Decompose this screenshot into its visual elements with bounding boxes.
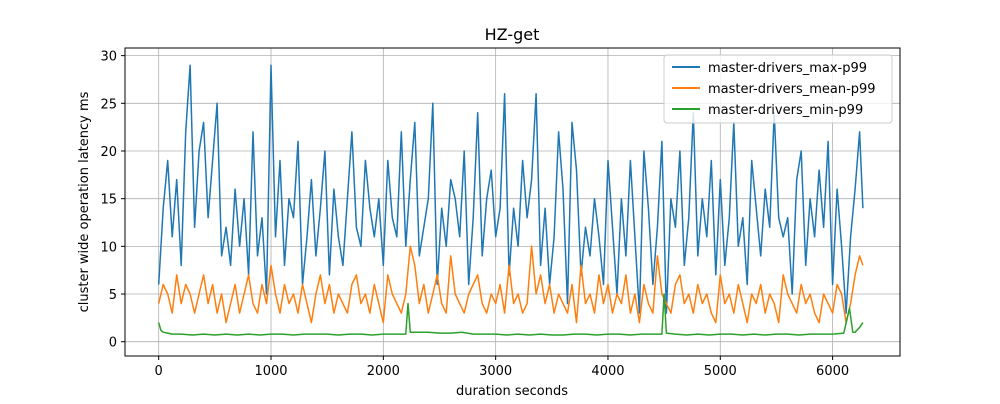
y-axis-ticks: 0 5 10 15 20 25 30 [100, 50, 125, 351]
series-lines [157, 64, 864, 336]
series-line-min [157, 293, 864, 336]
y-tick-label: 10 [100, 240, 117, 255]
x-tick-label: 4000 [591, 364, 624, 379]
x-axis-ticks: 0 1000 2000 3000 4000 5000 6000 [155, 356, 849, 379]
y-tick-label: 5 [109, 288, 117, 303]
y-tick-label: 0 [109, 336, 117, 351]
y-tick-label: 25 [100, 97, 117, 112]
y-tick-label: 15 [100, 193, 117, 208]
x-tick-label: 6000 [816, 364, 849, 379]
series-line-mean [157, 245, 864, 324]
legend: master-drivers_max-p99 master-drivers_me… [663, 54, 893, 124]
y-tick-label: 20 [100, 145, 117, 160]
plot-frame [124, 47, 901, 357]
x-tick-label: 3000 [479, 364, 512, 379]
x-tick-label: 2000 [367, 364, 400, 379]
y-axis-label: cluster wide operation latency ms [77, 91, 92, 312]
legend-label-max: master-drivers_max-p99 [708, 61, 867, 76]
x-axis-label: duration seconds [456, 384, 568, 399]
legend-label-mean: master-drivers_mean-p99 [708, 82, 876, 97]
y-tick-label: 30 [100, 50, 117, 65]
chart-title: HZ-get [485, 25, 540, 44]
legend-box [663, 54, 893, 124]
legend-label-min: master-drivers_min-p99 [708, 103, 863, 118]
x-tick-label: 0 [155, 364, 163, 379]
x-tick-label: 1000 [254, 364, 287, 379]
series-line-max [157, 64, 864, 314]
x-tick-label: 5000 [704, 364, 737, 379]
